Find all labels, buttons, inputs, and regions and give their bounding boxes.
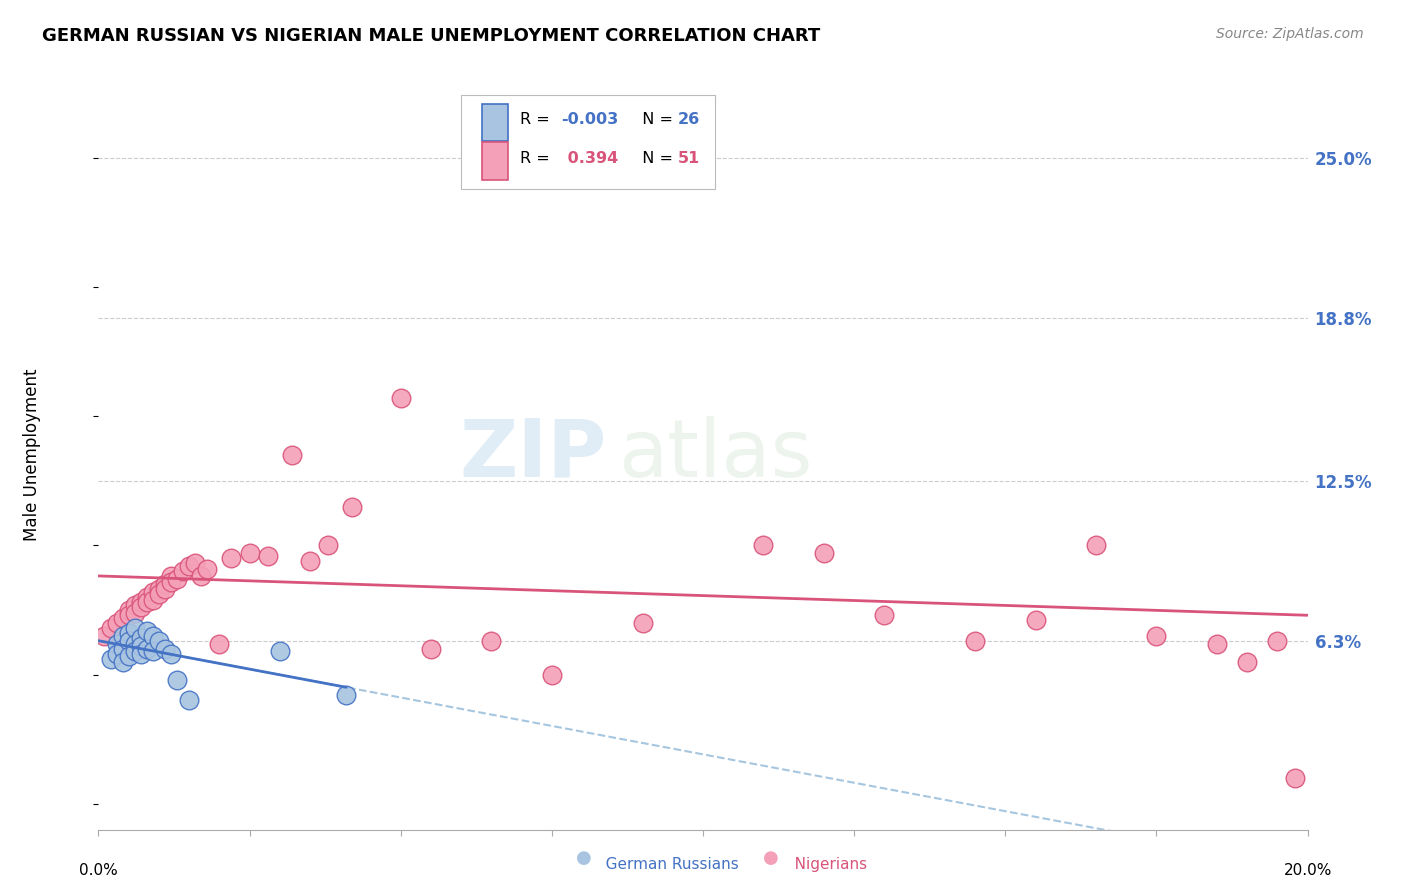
Point bbox=[389, 391, 412, 405]
Point bbox=[342, 500, 364, 514]
Text: ●: ● bbox=[575, 849, 592, 867]
Text: ●: ● bbox=[762, 849, 779, 867]
Text: Nigerians: Nigerians bbox=[780, 857, 868, 872]
Text: R =: R = bbox=[520, 112, 555, 128]
Text: GERMAN RUSSIAN VS NIGERIAN MALE UNEMPLOYMENT CORRELATION CHART: GERMAN RUSSIAN VS NIGERIAN MALE UNEMPLOY… bbox=[42, 27, 821, 45]
Point bbox=[160, 574, 183, 589]
Point bbox=[142, 629, 165, 643]
Point bbox=[160, 569, 183, 583]
Point bbox=[179, 693, 201, 707]
Point bbox=[1024, 613, 1046, 627]
Point bbox=[148, 634, 170, 648]
Point bbox=[124, 606, 146, 620]
Point bbox=[118, 608, 141, 623]
Point bbox=[129, 647, 152, 661]
Point bbox=[1085, 538, 1108, 552]
Text: -0.003: -0.003 bbox=[561, 112, 619, 128]
Point bbox=[148, 582, 170, 597]
Point bbox=[1236, 655, 1258, 669]
Point bbox=[93, 629, 115, 643]
Point bbox=[124, 636, 146, 650]
Point bbox=[111, 641, 134, 656]
Point bbox=[179, 559, 201, 574]
Point bbox=[281, 448, 304, 462]
Point bbox=[813, 546, 835, 560]
Point bbox=[256, 549, 278, 563]
Point bbox=[1284, 771, 1306, 785]
Point bbox=[153, 582, 176, 597]
Point bbox=[335, 688, 357, 702]
Point bbox=[135, 595, 157, 609]
Point bbox=[631, 615, 654, 630]
Point bbox=[118, 626, 141, 640]
Point bbox=[135, 590, 157, 604]
Text: 20.0%: 20.0% bbox=[1284, 863, 1331, 878]
Text: Source: ZipAtlas.com: Source: ZipAtlas.com bbox=[1216, 27, 1364, 41]
Point bbox=[129, 639, 152, 653]
Bar bbox=[482, 143, 509, 179]
Point bbox=[142, 644, 165, 658]
Point bbox=[239, 546, 262, 560]
Point bbox=[124, 598, 146, 612]
Text: R =: R = bbox=[520, 152, 555, 167]
Point bbox=[105, 615, 128, 630]
Point bbox=[129, 600, 152, 615]
Text: atlas: atlas bbox=[619, 416, 813, 494]
Point bbox=[1206, 636, 1229, 650]
Point bbox=[148, 587, 170, 601]
Point bbox=[142, 585, 165, 599]
Point bbox=[481, 634, 503, 648]
Point bbox=[195, 561, 218, 575]
Point bbox=[752, 538, 775, 552]
Point bbox=[118, 603, 141, 617]
Point bbox=[100, 652, 122, 666]
Point bbox=[190, 569, 212, 583]
Text: N =: N = bbox=[631, 152, 678, 167]
Point bbox=[1144, 629, 1167, 643]
Point bbox=[105, 647, 128, 661]
Point bbox=[540, 667, 562, 681]
Text: 0.394: 0.394 bbox=[561, 152, 617, 167]
Text: German Russians: German Russians bbox=[591, 857, 738, 872]
Text: N =: N = bbox=[631, 112, 678, 128]
Bar bbox=[482, 103, 509, 141]
Point bbox=[420, 641, 443, 656]
Point bbox=[135, 641, 157, 656]
Text: ZIP: ZIP bbox=[458, 416, 606, 494]
Point bbox=[142, 592, 165, 607]
Point bbox=[105, 636, 128, 650]
Point bbox=[184, 557, 207, 571]
Point bbox=[100, 621, 122, 635]
Point bbox=[172, 564, 194, 578]
Point bbox=[965, 634, 987, 648]
Point bbox=[135, 624, 157, 638]
Point bbox=[129, 595, 152, 609]
Point bbox=[111, 655, 134, 669]
Point bbox=[221, 551, 243, 566]
Text: 0.0%: 0.0% bbox=[79, 863, 118, 878]
Point bbox=[111, 629, 134, 643]
Point bbox=[118, 649, 141, 664]
Text: 26: 26 bbox=[678, 112, 700, 128]
Point bbox=[153, 641, 176, 656]
Point bbox=[118, 634, 141, 648]
Point bbox=[1267, 634, 1289, 648]
Text: 51: 51 bbox=[678, 152, 700, 167]
Point bbox=[692, 163, 714, 178]
Point bbox=[160, 647, 183, 661]
Point bbox=[129, 632, 152, 646]
Point bbox=[124, 621, 146, 635]
FancyBboxPatch shape bbox=[461, 95, 716, 189]
Point bbox=[111, 610, 134, 624]
Point bbox=[316, 538, 339, 552]
Point bbox=[124, 644, 146, 658]
Text: Male Unemployment: Male Unemployment bbox=[22, 368, 41, 541]
Point bbox=[299, 554, 322, 568]
Point bbox=[208, 636, 231, 650]
Point bbox=[166, 572, 188, 586]
Point bbox=[166, 673, 188, 687]
Point bbox=[873, 608, 896, 623]
Point bbox=[153, 577, 176, 591]
Point bbox=[269, 644, 291, 658]
